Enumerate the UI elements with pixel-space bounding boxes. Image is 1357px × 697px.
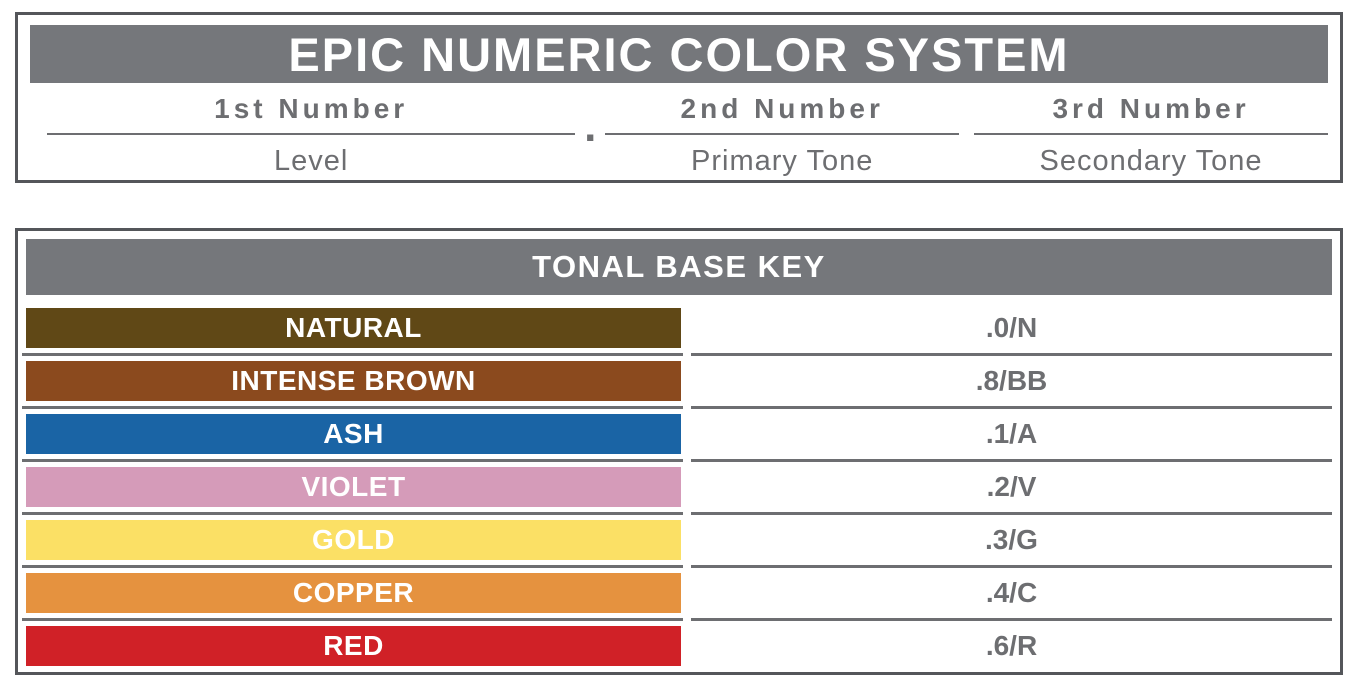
tone-swatch: VIOLET (26, 467, 681, 507)
row-divider (22, 512, 1332, 515)
column-third-number: 3rd Number Secondary Tone (974, 93, 1328, 177)
divider-gap (683, 406, 691, 409)
tone-swatch: GOLD (26, 520, 681, 560)
row-divider (22, 459, 1332, 462)
row-divider (22, 353, 1332, 356)
tone-name: RED (323, 630, 384, 661)
tone-swatch: ASH (26, 414, 681, 454)
divider-left-segment (22, 353, 683, 356)
divider-left-segment (22, 565, 683, 568)
tone-swatch: INTENSE BROWN (26, 361, 681, 401)
tonal-rows: NATURAL .0/N INTENSE BROWN .8/BB ASH .1/… (22, 295, 1332, 666)
first-number-label: 1st Number (47, 93, 576, 135)
tone-name: VIOLET (301, 471, 406, 502)
tonal-base-key-header: TONAL BASE KEY (26, 239, 1332, 295)
first-number-meaning: Level (274, 145, 349, 177)
tone-code: .0/N (985, 312, 1038, 343)
third-number-meaning: Secondary Tone (1039, 145, 1263, 177)
tonal-row: NATURAL .0/N (26, 308, 1332, 348)
number-columns: 1st Number Level . 2nd Number Primary To… (30, 93, 1328, 177)
tone-code: .2/V (986, 471, 1037, 502)
decimal-point-separator: . (584, 102, 597, 151)
tone-name: COPPER (292, 577, 415, 608)
divider-right-segment (691, 512, 1332, 515)
column-second-number: 2nd Number Primary Tone (605, 93, 960, 177)
tone-swatch: COPPER (26, 573, 681, 613)
row-divider (22, 406, 1332, 409)
second-number-label: 2nd Number (605, 93, 960, 135)
divider-gap (683, 353, 691, 356)
divider-gap (683, 512, 691, 515)
column-first-number: 1st Number Level (47, 93, 576, 177)
tone-swatch: NATURAL (26, 308, 681, 348)
divider-right-segment (691, 565, 1332, 568)
divider-right-segment (691, 618, 1332, 621)
divider-right-segment (691, 353, 1332, 356)
tone-code: .6/R (985, 630, 1038, 661)
divider-gap (683, 618, 691, 621)
row-divider (22, 618, 1332, 621)
tone-code: .4/C (985, 577, 1038, 608)
divider-left-segment (22, 406, 683, 409)
row-divider (22, 565, 1332, 568)
divider-gap (683, 459, 691, 462)
tone-name: GOLD (312, 524, 395, 555)
tonal-base-key-title: TONAL BASE KEY (532, 249, 826, 284)
tonal-row: INTENSE BROWN .8/BB (26, 361, 1332, 401)
divider-gap (683, 565, 691, 568)
tone-name: ASH (323, 418, 384, 449)
tonal-row: COPPER .4/C (26, 573, 1332, 613)
tonal-base-key-panel: TONAL BASE KEY NATURAL .0/N INTENSE BROW… (15, 228, 1343, 675)
divider-left-segment (22, 459, 683, 462)
divider-left-segment (22, 618, 683, 621)
divider-right-segment (691, 459, 1332, 462)
tone-code: .3/G (985, 524, 1038, 555)
numeric-system-title: EPIC NUMERIC COLOR SYSTEM (288, 27, 1070, 81)
tone-name: NATURAL (285, 312, 422, 343)
tone-code: .8/BB (975, 365, 1048, 396)
numeric-system-panel: EPIC NUMERIC COLOR SYSTEM 1st Number Lev… (15, 12, 1343, 183)
second-number-meaning: Primary Tone (691, 145, 874, 177)
divider-right-segment (691, 406, 1332, 409)
tonal-row: VIOLET .2/V (26, 467, 1332, 507)
tonal-row: RED .6/R (26, 626, 1332, 666)
numeric-system-header: EPIC NUMERIC COLOR SYSTEM (30, 25, 1328, 83)
divider-left-segment (22, 512, 683, 515)
tonal-row: ASH .1/A (26, 414, 1332, 454)
tonal-row: GOLD .3/G (26, 520, 1332, 560)
tone-code: .1/A (985, 418, 1038, 449)
third-number-label: 3rd Number (974, 93, 1328, 135)
tone-name: INTENSE BROWN (231, 365, 476, 396)
tone-swatch: RED (26, 626, 681, 666)
